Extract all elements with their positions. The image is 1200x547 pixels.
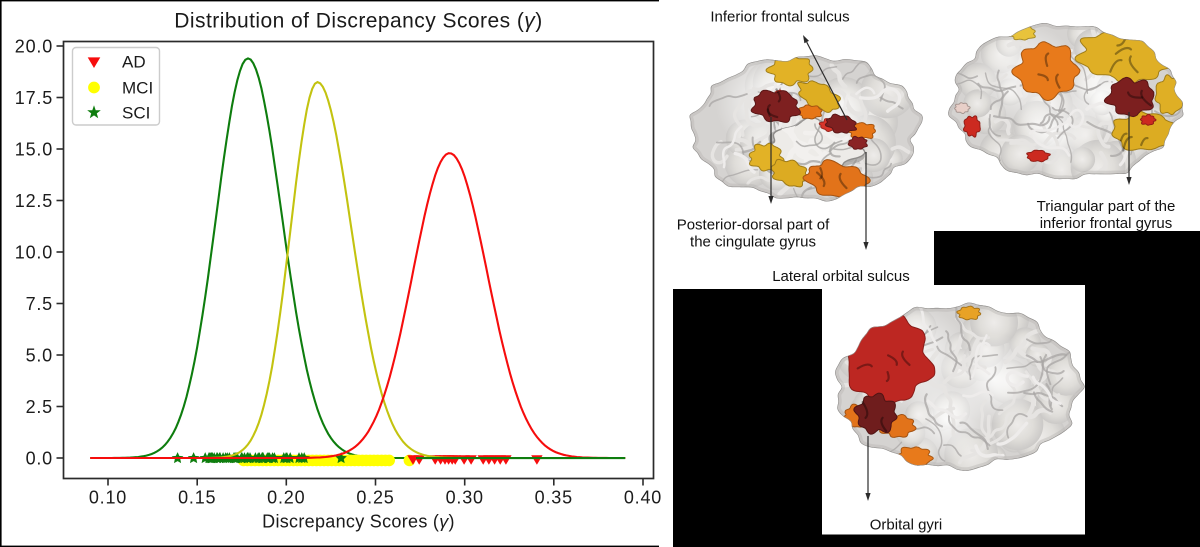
svg-text:0.0: 0.0 — [26, 448, 53, 468]
svg-text:10.0: 10.0 — [15, 242, 53, 262]
svg-text:7.5: 7.5 — [26, 294, 53, 314]
svg-text:0.10: 0.10 — [89, 488, 127, 508]
svg-text:SCI: SCI — [122, 104, 150, 123]
svg-text:5.0: 5.0 — [26, 345, 53, 365]
svg-text:20.0: 20.0 — [15, 36, 53, 56]
svg-text:0.20: 0.20 — [267, 488, 305, 508]
svg-text:2.5: 2.5 — [26, 397, 53, 417]
svg-text:12.5: 12.5 — [15, 191, 53, 211]
svg-text:0.35: 0.35 — [535, 488, 573, 508]
svg-text:0.25: 0.25 — [356, 488, 394, 508]
svg-text:15.0: 15.0 — [15, 139, 53, 159]
svg-text:0.15: 0.15 — [178, 488, 216, 508]
svg-text:Lateral orbital sulcus: Lateral orbital sulcus — [772, 268, 910, 285]
svg-text:AD: AD — [122, 53, 146, 72]
svg-text:Inferior frontal sulcus: Inferior frontal sulcus — [710, 9, 849, 26]
svg-text:inferior frontal gyrus: inferior frontal gyrus — [1040, 215, 1173, 232]
svg-text:MCI: MCI — [122, 79, 153, 98]
svg-text:Triangular part of the: Triangular part of the — [1037, 198, 1176, 215]
svg-text:Distribution of Discrepancy Sc: Distribution of Discrepancy Scores (γ) — [174, 10, 542, 33]
svg-text:Orbital gyri: Orbital gyri — [870, 517, 943, 534]
svg-text:Discrepancy Scores (γ): Discrepancy Scores (γ) — [262, 512, 455, 532]
svg-text:0.40: 0.40 — [624, 488, 662, 508]
svg-text:the cingulate gyrus: the cingulate gyrus — [690, 234, 816, 251]
svg-text:17.5: 17.5 — [15, 88, 53, 108]
svg-text:0.30: 0.30 — [446, 488, 484, 508]
svg-text:Posterior-dorsal part of: Posterior-dorsal part of — [677, 217, 830, 234]
